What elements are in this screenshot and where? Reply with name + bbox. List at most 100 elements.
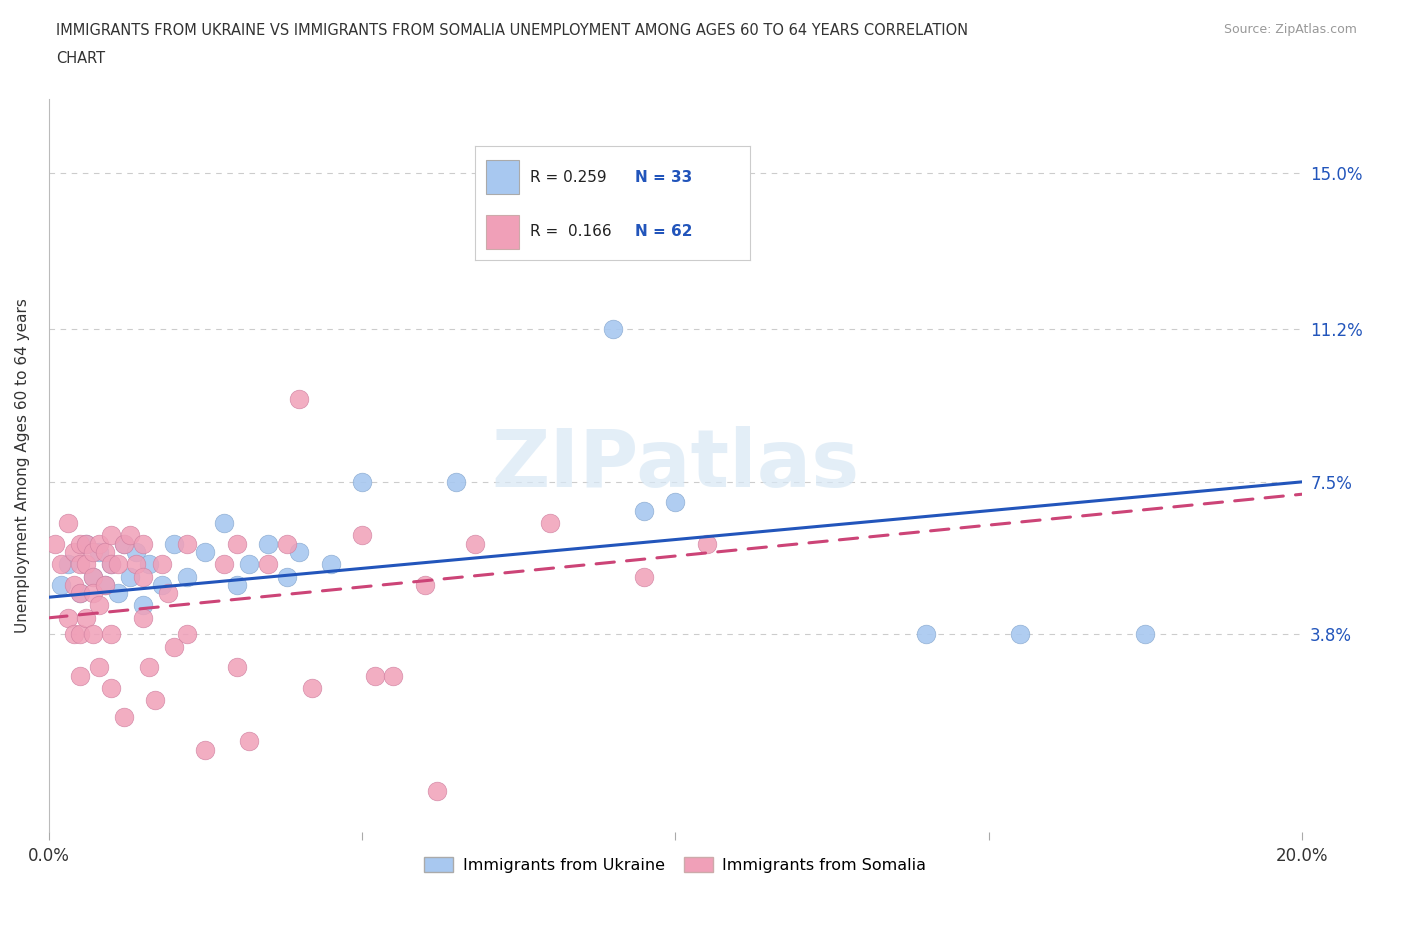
- Point: [1008, 627, 1031, 642]
- Point: [150, 557, 173, 572]
- Point: [75, 557, 97, 572]
- Point: [915, 627, 938, 642]
- Point: [257, 557, 280, 572]
- Point: [225, 578, 247, 592]
- Point: [69, 557, 91, 572]
- Point: [1133, 627, 1156, 642]
- Point: [100, 557, 122, 572]
- Point: [56, 515, 79, 530]
- Point: [82, 544, 104, 559]
- Point: [143, 693, 166, 708]
- Point: [82, 627, 104, 642]
- Point: [87, 659, 110, 674]
- Point: [82, 586, 104, 601]
- Point: [288, 544, 311, 559]
- Point: [69, 537, 91, 551]
- Point: [82, 569, 104, 584]
- Point: [238, 557, 260, 572]
- Point: [62, 627, 84, 642]
- Point: [276, 537, 298, 551]
- Point: [257, 537, 280, 551]
- Point: [82, 569, 104, 584]
- Point: [301, 681, 323, 696]
- Point: [156, 586, 179, 601]
- Point: [112, 537, 135, 551]
- Point: [125, 544, 148, 559]
- Point: [87, 598, 110, 613]
- Point: [69, 627, 91, 642]
- Point: [120, 528, 142, 543]
- Point: [602, 322, 624, 337]
- Point: [426, 783, 449, 798]
- Point: [51, 578, 73, 592]
- Point: [696, 537, 718, 551]
- Point: [75, 537, 97, 551]
- Point: [350, 528, 373, 543]
- Text: ZIPatlas: ZIPatlas: [491, 426, 859, 504]
- Text: IMMIGRANTS FROM UKRAINE VS IMMIGRANTS FROM SOMALIA UNEMPLOYMENT AMONG AGES 60 TO: IMMIGRANTS FROM UKRAINE VS IMMIGRANTS FR…: [56, 23, 969, 38]
- Point: [107, 557, 129, 572]
- Point: [94, 578, 117, 592]
- Point: [212, 557, 235, 572]
- Point: [538, 515, 561, 530]
- Point: [413, 578, 436, 592]
- Point: [107, 586, 129, 601]
- Point: [112, 537, 135, 551]
- Point: [212, 515, 235, 530]
- Point: [225, 537, 247, 551]
- Point: [62, 544, 84, 559]
- Point: [288, 392, 311, 407]
- Point: [382, 668, 405, 683]
- Point: [132, 569, 155, 584]
- Point: [150, 578, 173, 592]
- Point: [194, 742, 217, 757]
- Point: [87, 544, 110, 559]
- Point: [75, 610, 97, 625]
- Point: [176, 537, 198, 551]
- Point: [100, 681, 122, 696]
- Point: [276, 569, 298, 584]
- Point: [176, 627, 198, 642]
- Legend: Immigrants from Ukraine, Immigrants from Somalia: Immigrants from Ukraine, Immigrants from…: [418, 850, 932, 879]
- Point: [163, 639, 186, 654]
- Point: [100, 528, 122, 543]
- Point: [363, 668, 385, 683]
- Point: [163, 537, 186, 551]
- Point: [633, 503, 655, 518]
- Point: [194, 544, 217, 559]
- Point: [664, 495, 686, 510]
- Point: [100, 557, 122, 572]
- Point: [138, 659, 160, 674]
- Point: [69, 586, 91, 601]
- Point: [138, 557, 160, 572]
- Point: [100, 627, 122, 642]
- Point: [62, 578, 84, 592]
- Y-axis label: Unemployment Among Ages 60 to 64 years: Unemployment Among Ages 60 to 64 years: [15, 298, 30, 632]
- Point: [132, 537, 155, 551]
- Point: [633, 569, 655, 584]
- Point: [444, 474, 467, 489]
- Point: [69, 586, 91, 601]
- Point: [44, 537, 66, 551]
- Point: [87, 537, 110, 551]
- Point: [319, 557, 342, 572]
- Point: [120, 569, 142, 584]
- Point: [350, 474, 373, 489]
- Point: [132, 598, 155, 613]
- Point: [125, 557, 148, 572]
- Point: [94, 578, 117, 592]
- Point: [56, 557, 79, 572]
- Point: [225, 659, 247, 674]
- Point: [75, 537, 97, 551]
- Text: CHART: CHART: [56, 51, 105, 66]
- Point: [51, 557, 73, 572]
- Point: [477, 227, 499, 242]
- Point: [238, 734, 260, 749]
- Point: [464, 537, 486, 551]
- Text: Source: ZipAtlas.com: Source: ZipAtlas.com: [1223, 23, 1357, 36]
- Point: [112, 710, 135, 724]
- Point: [176, 569, 198, 584]
- Point: [94, 544, 117, 559]
- Point: [69, 668, 91, 683]
- Point: [56, 610, 79, 625]
